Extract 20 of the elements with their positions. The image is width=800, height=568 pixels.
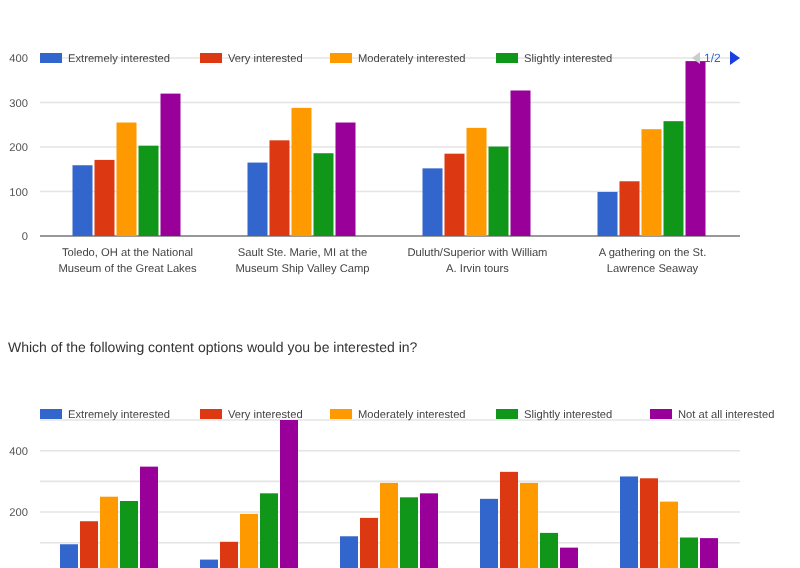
bar: [269, 140, 290, 236]
bar: [466, 127, 487, 236]
bar: [641, 129, 662, 236]
bar: [597, 191, 618, 236]
bar: [663, 121, 684, 236]
bar: [72, 165, 93, 236]
bar: [313, 153, 334, 236]
bar: [335, 122, 356, 236]
bar: [619, 181, 640, 236]
bar: [488, 146, 509, 236]
bar: [160, 93, 181, 236]
bar: [422, 168, 443, 236]
bar: [685, 61, 706, 236]
bar: [510, 90, 531, 236]
bar: [247, 162, 268, 236]
bar: [138, 145, 159, 236]
bar: [291, 107, 312, 236]
bar: [116, 122, 137, 236]
bar: [94, 159, 115, 236]
bar: [444, 153, 465, 236]
